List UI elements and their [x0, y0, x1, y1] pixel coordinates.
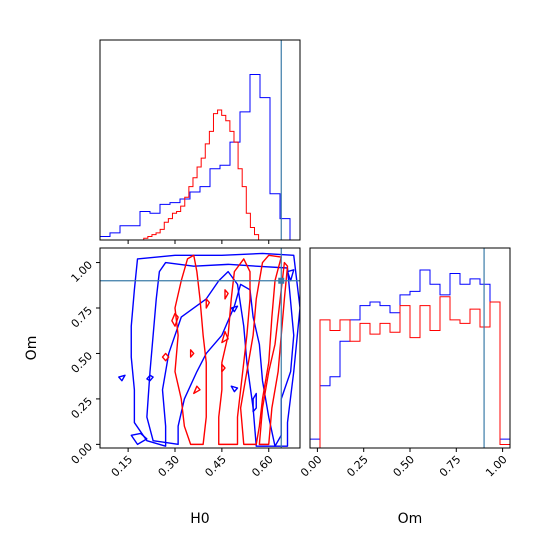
h0-histogram-panel [99, 39, 301, 244]
contour-frame [99, 247, 301, 449]
contour-1-7 [189, 349, 195, 358]
contour-0-6 [230, 305, 239, 313]
h0-histogram-ticks [127, 240, 270, 244]
contour-0-8 [286, 269, 295, 282]
h0-histogram-series-0 [99, 73, 300, 241]
h0-axis-label: H0 [190, 511, 209, 527]
om-histogram-ticks: 0.00 0.25 0.50 0.75 1.00 [298, 448, 510, 479]
contour-0-3 [118, 374, 126, 382]
om-x-axis-label: Om [398, 511, 423, 527]
h0-om-contour-panel: 0.15 0.30 0.45 0.60 0.00 0.25 0.50 0.75 1.00 H0… [24, 247, 301, 527]
contour-1-6 [193, 385, 201, 395]
contour-1-11 [224, 289, 229, 300]
om-histogram-series-0 [309, 269, 511, 448]
x-tick-label-2: 0.45 [202, 453, 229, 480]
y-tick-label-3: 0.75 [69, 304, 96, 331]
om-histogram-panel: 0.00 0.25 0.50 0.75 1.00 Om [298, 247, 511, 527]
x-tick-label-3: 0.60 [249, 453, 276, 480]
truth-crosshair [100, 248, 300, 448]
contour-y-ticks: 0.00 0.25 0.50 0.75 1.00 [69, 258, 100, 467]
contour-1-3 [258, 261, 289, 446]
om-histogram-series-1 [310, 296, 511, 449]
h0-histogram-series-1 [143, 109, 275, 241]
h0-histogram-frame [99, 39, 301, 241]
contour-1-4 [171, 312, 179, 327]
y-tick-label-0: 0.00 [69, 440, 96, 467]
contour-1-1 [218, 258, 251, 446]
x-tick-label-1: 0.30 [156, 453, 183, 480]
om-tick-label-1: 0.25 [344, 453, 371, 480]
contour-0-7 [252, 392, 257, 413]
x-tick-label-0: 0.15 [109, 453, 136, 480]
om-tick-label-4: 1.00 [483, 453, 510, 480]
contour-1-5 [161, 352, 170, 362]
om-histogram-series [309, 269, 511, 449]
contour-0-5 [230, 385, 239, 393]
contour-x-ticks: 0.15 0.30 0.45 0.60 [109, 448, 276, 479]
y-tick-label-2: 0.50 [69, 349, 96, 376]
contour-0-4 [146, 374, 154, 382]
om-tick-label-2: 0.50 [391, 453, 418, 480]
contour-1-0 [174, 254, 207, 446]
y-tick-label-4: 1.00 [69, 258, 96, 285]
om-axis-label: Om [24, 336, 40, 361]
contour-series [118, 252, 300, 447]
contour-1-10 [221, 330, 229, 344]
contour-1-2 [239, 254, 282, 446]
contour-0-1 [146, 261, 295, 447]
contour-1-9 [221, 363, 226, 373]
om-tick-label-0: 0.00 [298, 453, 325, 480]
om-tick-label-3: 0.75 [437, 453, 464, 480]
y-tick-label-1: 0.25 [69, 395, 96, 422]
h0-histogram-series [99, 73, 300, 241]
contour-1-8 [205, 298, 211, 309]
contour-0-2 [130, 432, 148, 446]
truth-point [278, 277, 285, 284]
